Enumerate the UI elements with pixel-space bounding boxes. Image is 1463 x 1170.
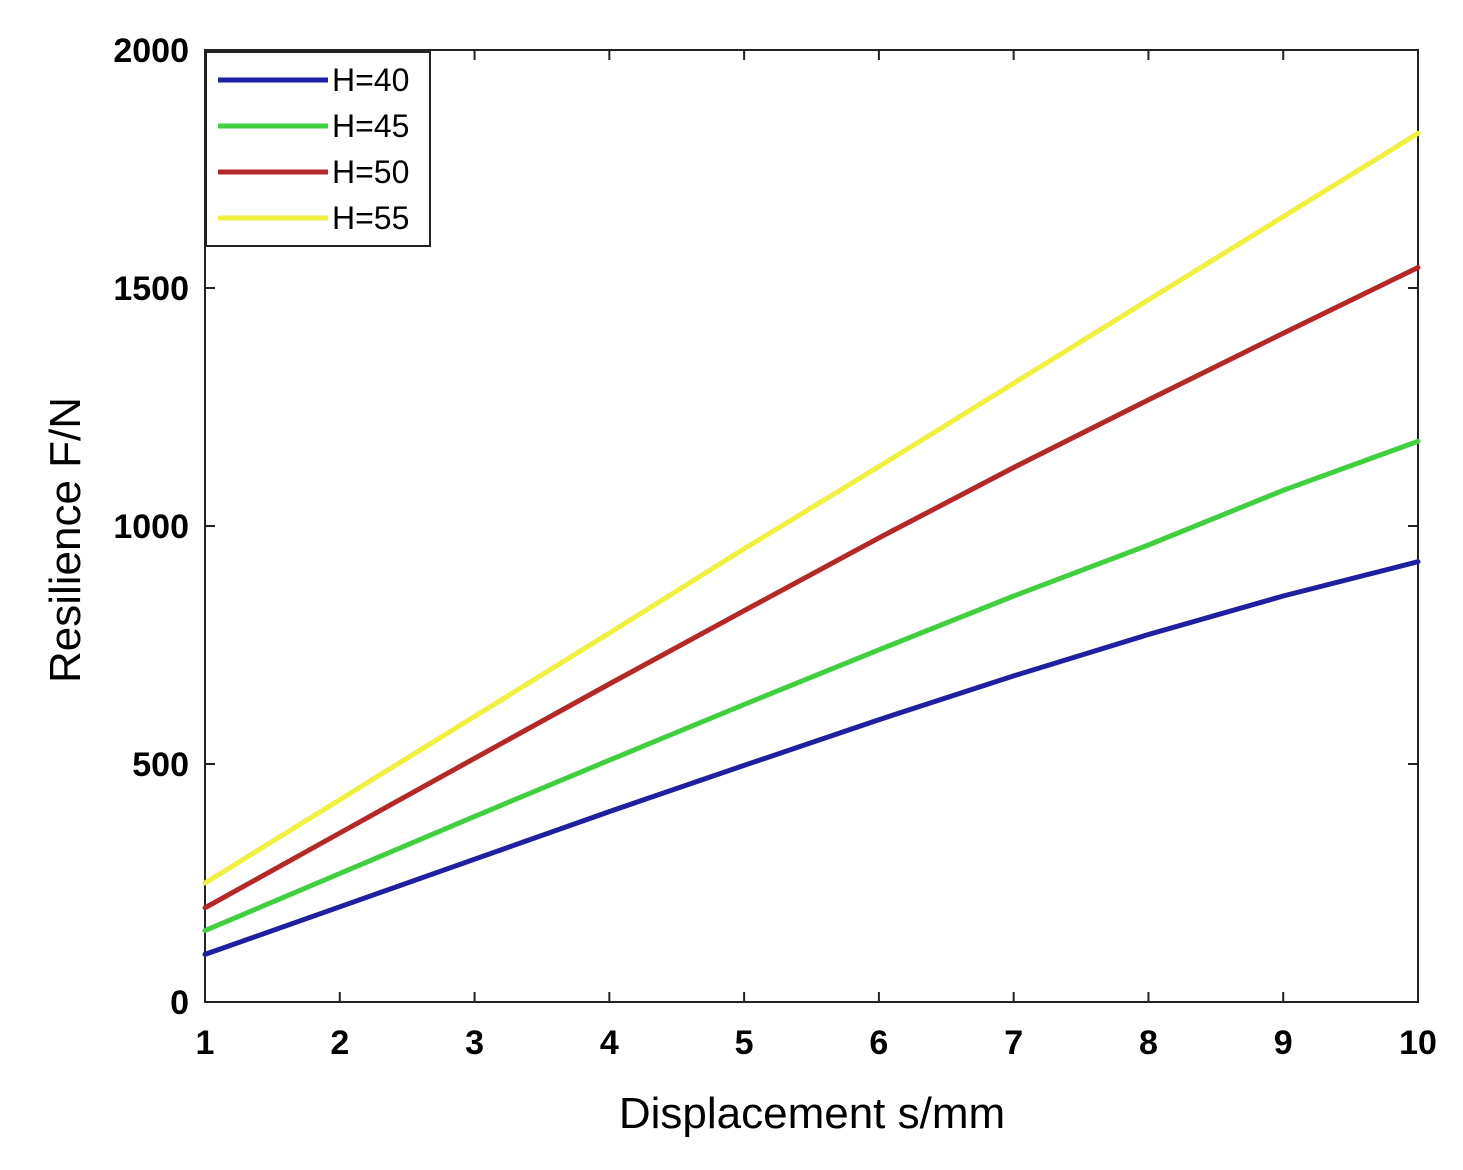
legend-label: H=40 xyxy=(332,62,409,98)
x-tick-label: 10 xyxy=(1399,1024,1437,1062)
x-tick-label: 1 xyxy=(196,1024,215,1062)
axes-layer: 1 2 3 4 5 6 7 8 9 10 0 500 1000 1500 2000 xyxy=(113,32,1437,1062)
series-layer xyxy=(202,130,1421,957)
y-tick-label: 0 xyxy=(170,984,189,1022)
legend: H=40 H=45 H=50 H=55 xyxy=(205,51,431,247)
x-axis-title: Displacement s/mm xyxy=(619,1089,1005,1138)
y-tick-label: 1000 xyxy=(113,508,189,546)
x-tick-label: 9 xyxy=(1274,1024,1293,1062)
series-line-h-45 xyxy=(202,438,1421,934)
series-line-h-40 xyxy=(202,559,1421,957)
x-tick-label: 6 xyxy=(869,1024,888,1062)
x-tick-label: 4 xyxy=(600,1024,619,1062)
x-tick-label: 8 xyxy=(1139,1024,1158,1062)
x-tick-label: 2 xyxy=(330,1024,349,1062)
y-axis-title: Resilience F/N xyxy=(41,397,90,683)
x-tick-label: 5 xyxy=(735,1024,754,1062)
y-tick-label: 500 xyxy=(132,746,189,784)
series-line-h-55 xyxy=(202,130,1421,886)
legend-label: H=55 xyxy=(332,200,409,236)
legend-label: H=50 xyxy=(332,154,409,190)
y-tick-label: 1500 xyxy=(113,270,189,308)
y-tick-label: 2000 xyxy=(113,32,189,70)
legend-box xyxy=(205,51,431,247)
x-tick-label: 3 xyxy=(465,1024,484,1062)
x-tick-label: 7 xyxy=(1004,1024,1023,1062)
legend-label: H=45 xyxy=(332,108,409,144)
series-line-h-50 xyxy=(202,265,1421,911)
